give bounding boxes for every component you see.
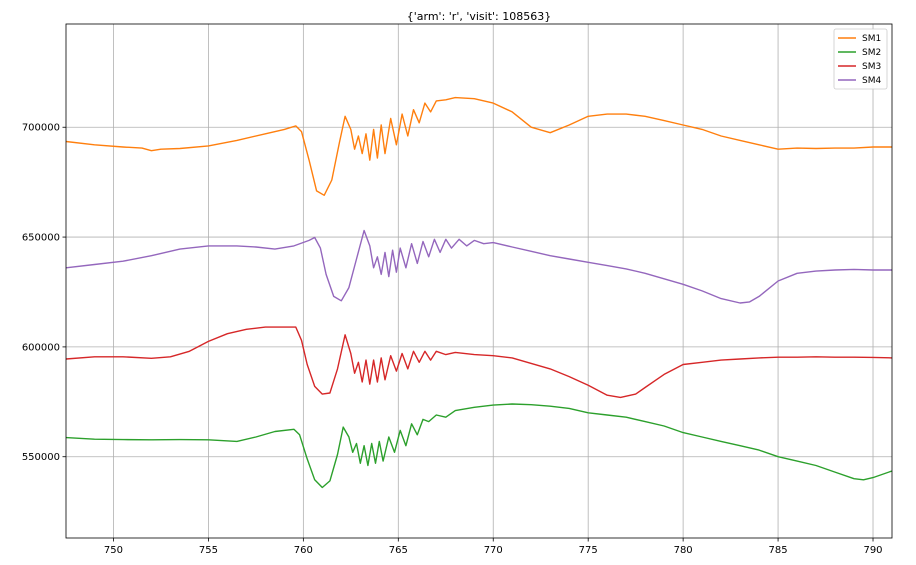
- x-tick-label: 760: [294, 545, 313, 556]
- y-tick-label: 550000: [22, 452, 60, 463]
- series-line-sm4: [65, 229, 892, 304]
- x-axis: 750 755 760 765 770 775 780 785 790: [104, 538, 883, 556]
- x-tick-label: 775: [579, 545, 598, 556]
- series-line-sm3: [65, 326, 893, 399]
- legend: SM1 SM2 SM3 SM4: [833, 28, 888, 90]
- x-tick-label: 755: [199, 545, 218, 556]
- y-axis: 550000 600000 650000 700000: [22, 123, 66, 463]
- legend-label: SM1: [862, 34, 881, 44]
- series-line-sm2: [65, 403, 893, 489]
- plot-area-frame: [65, 23, 893, 539]
- legend-label: SM4: [862, 76, 881, 86]
- legend-box: [833, 28, 888, 90]
- x-tick-label: 780: [674, 545, 693, 556]
- y-tick-label: 650000: [22, 233, 60, 244]
- y-tick-label: 700000: [22, 123, 60, 134]
- series-layer: [65, 96, 893, 489]
- chart-title: {'arm': 'r', 'visit': 108563}: [407, 10, 552, 23]
- x-tick-label: 770: [484, 545, 503, 556]
- x-tick-label: 790: [863, 545, 882, 556]
- legend-label: SM3: [862, 62, 881, 72]
- x-tick-label: 750: [104, 545, 123, 556]
- x-tick-label: 765: [389, 545, 408, 556]
- y-tick-label: 600000: [22, 342, 60, 353]
- grid-lines: [66, 24, 892, 538]
- series-line-sm1: [65, 96, 892, 196]
- x-tick-label: 785: [769, 545, 788, 556]
- legend-label: SM2: [862, 48, 881, 58]
